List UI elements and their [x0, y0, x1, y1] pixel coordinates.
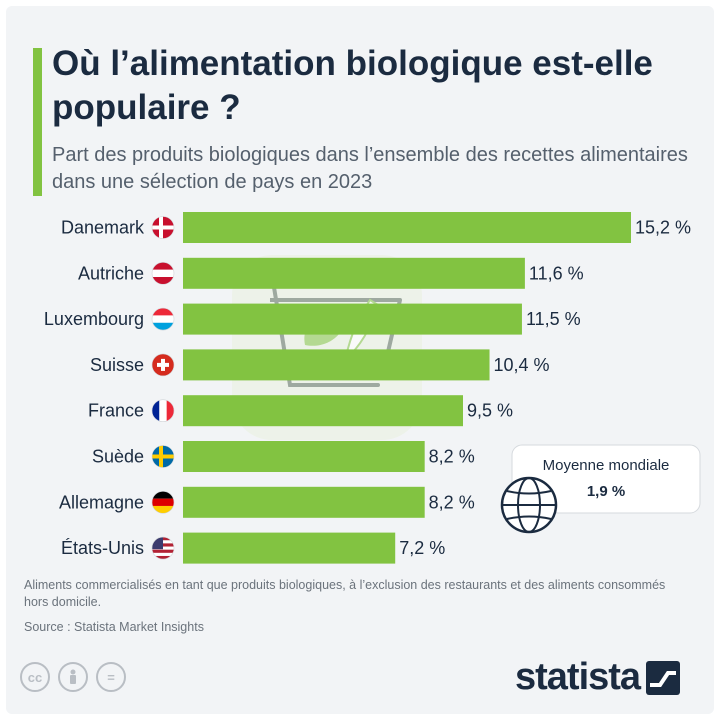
austria-flag-icon [151, 261, 175, 285]
value-label: 11,6 % [529, 263, 584, 283]
statista-logo-icon [646, 660, 681, 695]
value-label: 11,5 % [526, 309, 581, 329]
value-label: 9,5 % [467, 401, 513, 421]
category-label: Suisse [90, 355, 144, 375]
page-subtitle: Part des produits biologiques dans l’ens… [52, 144, 688, 193]
category-label: Autriche [78, 263, 144, 283]
usa-flag-icon [151, 536, 175, 560]
bar [183, 349, 490, 381]
value-label: 8,2 % [429, 492, 475, 512]
world-average-value: 1,9 % [587, 483, 625, 500]
bar [183, 257, 525, 289]
title-accent-bar [33, 48, 42, 196]
source-note: Source : Statista Market Insights [24, 620, 204, 634]
value-label: 15,2 % [635, 218, 691, 238]
category-label: Allemagne [59, 492, 144, 512]
bar [183, 395, 463, 427]
license-icons: cc = [20, 662, 126, 692]
value-label: 8,2 % [429, 447, 475, 467]
value-label: 7,2 % [399, 538, 445, 558]
page-title: Où l’alimentation biologique est-elle po… [52, 44, 653, 127]
luxembourg-flag-icon [151, 307, 175, 331]
switzerland-flag-icon [151, 353, 175, 377]
bar [183, 441, 425, 472]
france-flag-icon [151, 399, 175, 423]
brand-name: statista [515, 656, 641, 698]
germany-flag-icon [151, 490, 175, 514]
bar [183, 486, 425, 518]
attribution-icon[interactable] [58, 662, 88, 692]
bar [183, 303, 522, 335]
category-label: France [88, 401, 144, 421]
category-label: Suède [92, 447, 144, 467]
category-label: Danemark [61, 218, 145, 238]
creative-commons-icon[interactable]: cc [20, 662, 50, 692]
statista-logo[interactable]: statista [515, 656, 681, 699]
no-derivatives-icon[interactable]: = [96, 662, 126, 692]
footnote: Aliments commercialisés en tant que prod… [24, 578, 666, 609]
globe-icon [500, 476, 558, 534]
sweden-flag-icon [151, 445, 175, 468]
bar [183, 212, 631, 243]
world-average-callout: Moyenne mondiale 1,9 % [500, 444, 701, 534]
category-label: Luxembourg [44, 309, 144, 329]
value-label: 10,4 % [494, 355, 550, 375]
category-label: États-Unis [61, 538, 144, 558]
infographic-card: Où l’alimentation biologique est-elle po… [6, 6, 714, 714]
world-average-label: Moyenne mondiale [543, 457, 670, 474]
bar [183, 532, 396, 564]
denmark-flag-icon [151, 216, 175, 239]
